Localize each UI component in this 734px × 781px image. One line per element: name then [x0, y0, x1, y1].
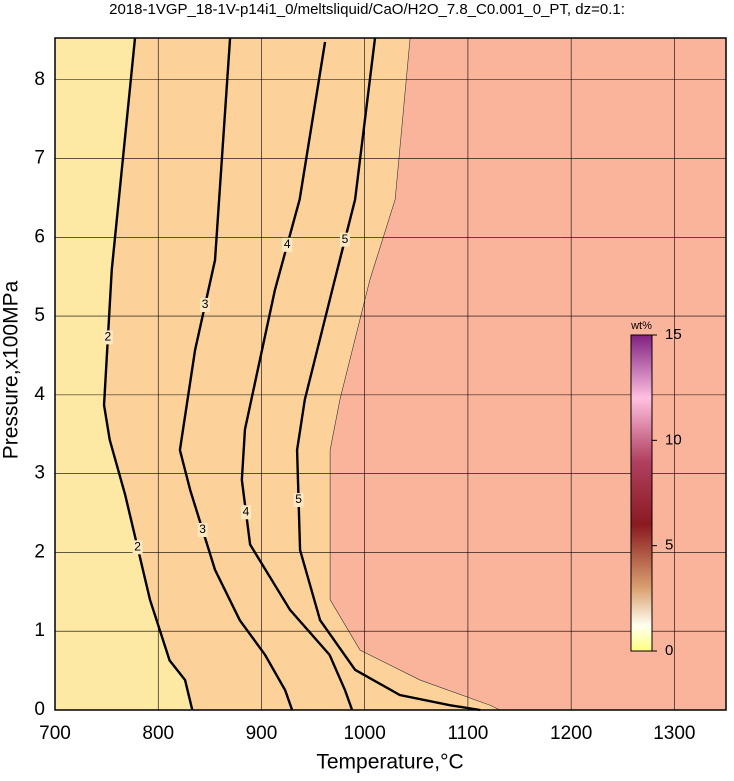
plot-frame [54, 37, 727, 711]
contour-label: 4 [243, 504, 250, 518]
y-tick-label: 2 [34, 541, 45, 562]
y-tick-label: 4 [34, 384, 45, 405]
x-tick-label: 1000 [344, 723, 386, 744]
y-tick-label: 5 [34, 305, 45, 326]
y-axis-label: Pressure,x100MPa [0, 280, 23, 459]
x-axis-label: Temperature,°C [316, 751, 463, 774]
contour-label-bg [197, 522, 208, 537]
colorbar-tick-label: 5 [665, 537, 673, 554]
contour-label-bg [200, 298, 211, 313]
y-tick-label: 0 [34, 699, 45, 720]
contour-label-bg [102, 330, 113, 345]
x-tick-label: 1200 [550, 723, 592, 744]
y-tick-label: 7 [34, 148, 45, 169]
chart-title: 2018-1VGP_18-1V-p14i1_0/meltsliquid/CaO/… [109, 1, 625, 18]
contour-label: 4 [284, 237, 291, 251]
contour-label-bg [339, 232, 350, 247]
x-tick-label: 800 [142, 723, 174, 744]
contour-label-bg [132, 540, 143, 555]
contour-label: 2 [105, 330, 112, 344]
y-tick-label: 6 [34, 226, 45, 247]
x-tick-label: 1100 [447, 723, 488, 744]
colorbar [630, 334, 653, 652]
x-tick-label: 900 [246, 723, 278, 744]
colorbar-label: wt% [630, 320, 652, 332]
contour-line [295, 37, 481, 712]
y-tick-label: 1 [34, 620, 45, 641]
melt-mid-region [104, 38, 500, 710]
contour-label: 5 [295, 492, 302, 506]
contour-line [102, 37, 194, 711]
contour-label: 3 [199, 522, 206, 536]
y-tick-label: 3 [34, 463, 45, 484]
colorbar-tick-label: 10 [665, 431, 682, 448]
x-tick-label: 700 [39, 723, 71, 744]
contour-label: 2 [134, 539, 141, 553]
contour-label-bg [293, 493, 304, 508]
colorbar-tick-label: 15 [665, 326, 682, 343]
contour-label: 3 [202, 297, 209, 311]
contour-label-bg [240, 505, 251, 520]
y-tick-label: 8 [34, 69, 45, 90]
contour-label-bg [282, 237, 293, 252]
x-tick-label: 1300 [653, 723, 695, 744]
colorbar-tick-label: 0 [665, 642, 673, 659]
contour-label: 5 [342, 232, 349, 246]
